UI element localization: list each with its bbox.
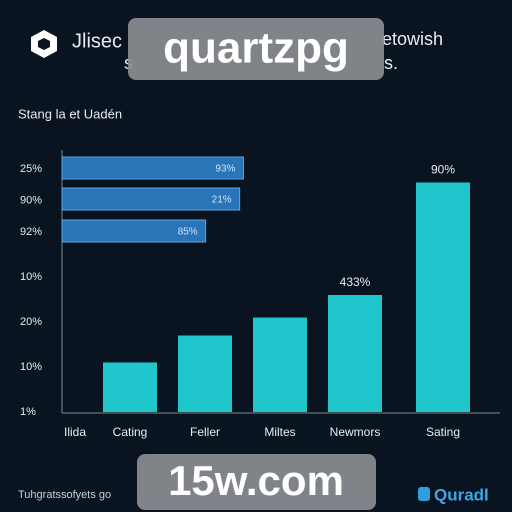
bar (103, 362, 157, 412)
title-right: etowish (382, 29, 443, 49)
bar-label: 85% (178, 227, 198, 238)
bar-label: 21% (212, 195, 232, 206)
bar-label: 93% (215, 164, 235, 175)
watermark: quartzpg (163, 24, 349, 73)
logo-icon-hole (38, 38, 50, 50)
watermark-box (137, 454, 376, 510)
hbar (61, 187, 241, 211)
bar (328, 295, 382, 412)
bar-label: 90% (431, 163, 455, 177)
x-tick-label: Feller (190, 425, 220, 439)
y-tick-label: 92% (20, 226, 42, 238)
subtitle: Stang la et Uadén (18, 106, 122, 121)
x-tick-label: Sating (426, 425, 460, 439)
y-tick-label: 10% (20, 361, 42, 373)
bar (253, 317, 307, 412)
x-tick-label: Newmors (330, 425, 381, 439)
y-tick-label: 10% (20, 271, 42, 283)
title: Jlisec (72, 30, 122, 52)
bar-label: 433% (340, 275, 371, 289)
y-tick-label: 20% (20, 316, 42, 328)
x-tick-label: Miltes (264, 425, 295, 439)
y-tick-label: 1% (20, 406, 36, 418)
x-tick-label: Ilida (64, 425, 86, 439)
hbar (61, 219, 207, 243)
footer-logo: Quradl (434, 485, 489, 504)
footer-text: Tuhgratssofyets go (18, 489, 111, 501)
bar (416, 182, 470, 412)
hbar (61, 156, 244, 180)
watermark: 15w.com (168, 457, 344, 504)
footer-logo-icon (418, 487, 430, 501)
title-line2-right: s. (384, 53, 398, 73)
y-tick-label: 25% (20, 163, 42, 175)
y-tick-label: 90% (20, 194, 42, 206)
bar (178, 335, 232, 412)
x-tick-label: Cating (113, 425, 148, 439)
watermark-box (128, 18, 384, 80)
